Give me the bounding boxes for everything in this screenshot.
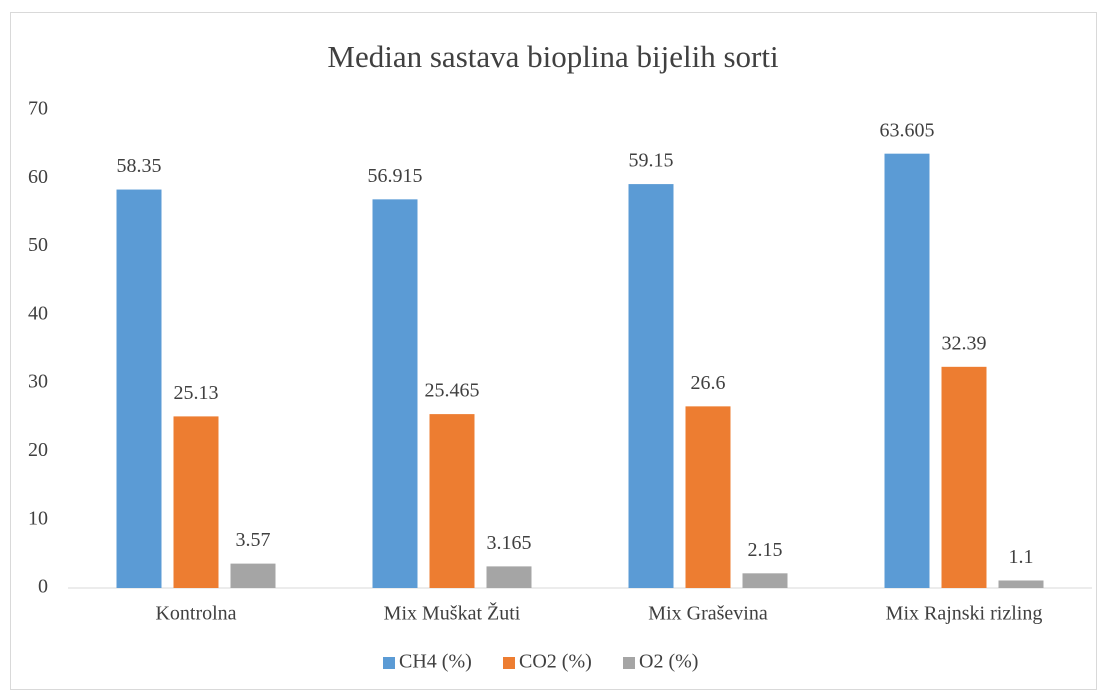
y-tick-label: 0 <box>38 576 48 598</box>
x-tick-label: Mix Graševina <box>648 603 768 625</box>
legend-label: CH4 (%) <box>399 651 472 673</box>
data-label: 32.39 <box>942 332 987 354</box>
bar <box>884 153 930 589</box>
y-tick-label: 10 <box>28 507 48 529</box>
data-label: 2.15 <box>748 539 783 561</box>
x-tick-label: Kontrolna <box>155 603 236 625</box>
bar <box>486 566 532 588</box>
data-label: 59.15 <box>629 150 674 172</box>
data-label: 25.13 <box>174 382 219 404</box>
data-label: 58.35 <box>117 155 162 177</box>
legend-swatch <box>503 657 515 669</box>
y-tick-label: 40 <box>28 302 48 324</box>
x-tick-label: Mix Rajnski rizling <box>886 603 1043 625</box>
bar <box>998 580 1044 588</box>
y-tick-label: 60 <box>28 166 48 188</box>
legend-label: CO2 (%) <box>519 651 592 673</box>
data-label: 26.6 <box>691 372 726 394</box>
chart-title: Median sastava bioplina bijelih sorti <box>327 39 779 74</box>
bar <box>372 199 418 588</box>
y-tick-label: 20 <box>28 439 48 461</box>
legend-swatch <box>623 657 635 669</box>
bar <box>116 189 162 588</box>
bar <box>941 366 987 588</box>
y-tick-label: 70 <box>28 98 48 120</box>
bar <box>685 406 731 588</box>
bar <box>742 573 788 588</box>
data-label: 63.605 <box>880 119 935 141</box>
data-label: 56.915 <box>368 165 423 187</box>
data-label: 3.165 <box>487 532 532 554</box>
bar <box>429 414 475 588</box>
bar <box>230 563 276 588</box>
bar <box>628 184 674 588</box>
bar <box>173 416 219 588</box>
data-label: 3.57 <box>236 529 271 551</box>
data-label: 25.465 <box>425 380 480 402</box>
y-tick-label: 50 <box>28 234 48 256</box>
legend-label: O2 (%) <box>639 651 698 673</box>
y-tick-label: 30 <box>28 371 48 393</box>
legend-swatch <box>383 657 395 669</box>
data-label: 1.1 <box>1009 546 1034 568</box>
x-tick-label: Mix Muškat Žuti <box>384 602 521 625</box>
